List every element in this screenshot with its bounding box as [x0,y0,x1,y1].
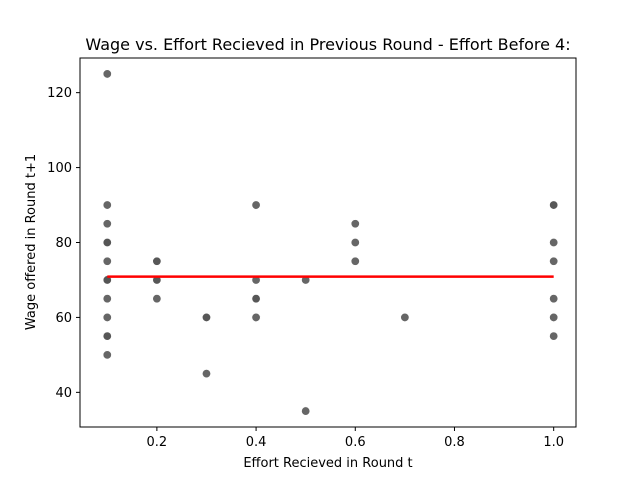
data-point [102,331,112,341]
data-point [102,294,112,304]
data-point [201,369,211,379]
data-point [102,219,112,229]
x-tick-label: 0.8 [444,435,465,450]
data-point [400,312,410,322]
x-axis-label: Effort Recieved in Round t [243,456,412,471]
data-point [350,238,360,248]
chart-title: Wage vs. Effort Recieved in Previous Rou… [85,35,570,54]
points-layer [102,69,559,416]
data-point [201,312,211,322]
data-point [102,312,112,322]
data-point [102,238,112,248]
data-point [102,350,112,360]
y-tick-label: 40 [55,386,72,401]
y-tick-label: 60 [55,311,72,326]
data-point [152,256,162,266]
data-point [251,200,261,210]
data-point [102,256,112,266]
data-point [102,69,112,79]
data-point [549,312,559,322]
data-point [102,200,112,210]
y-tick-label: 100 [47,161,72,176]
y-axis-label: Wage offered in Round t+1 [24,154,39,330]
data-point [251,294,261,304]
data-point [251,312,261,322]
x-tick-label: 0.2 [147,435,168,450]
x-tick-label: 0.6 [345,435,366,450]
plot-frame [79,57,577,428]
x-tick-label: 0.4 [246,435,267,450]
y-tick-label: 80 [55,236,72,251]
data-point [549,256,559,266]
x-tick-label: 1.0 [543,435,564,450]
data-point [350,256,360,266]
y-axis: 40 60 80 100 120 [47,86,80,401]
data-point [549,238,559,248]
y-tick-label: 120 [47,86,72,101]
data-point [350,219,360,229]
data-point [301,406,311,416]
x-axis: 0.2 0.4 0.6 0.8 1.0 [147,427,564,450]
data-point [549,331,559,341]
data-point [549,294,559,304]
data-point [152,294,162,304]
data-point [549,200,559,210]
